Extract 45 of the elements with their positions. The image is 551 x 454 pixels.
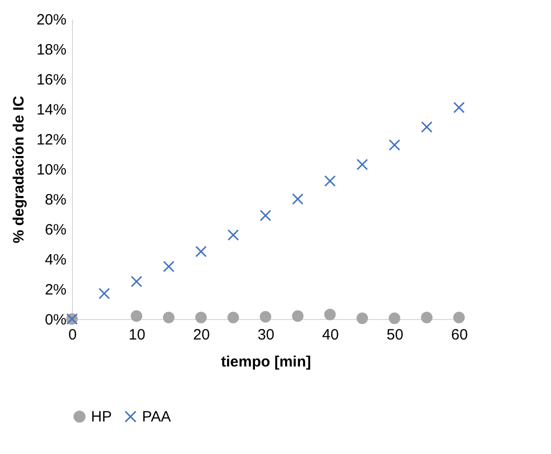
point	[130, 276, 142, 288]
y-tick-label: 8%	[44, 192, 66, 208]
x-tick-label: 50	[386, 326, 404, 344]
point	[228, 312, 239, 324]
legend-label: PAA	[142, 408, 171, 426]
point	[163, 312, 174, 324]
point	[453, 102, 465, 114]
point	[421, 121, 432, 133]
point	[195, 246, 207, 258]
x-tick-label: 20	[193, 326, 210, 344]
point	[453, 312, 465, 324]
point	[163, 260, 174, 272]
point	[98, 288, 110, 300]
x-axis-title: tiempo [min]	[221, 354, 311, 370]
y-tick-label: 6%	[44, 222, 66, 238]
point	[260, 311, 272, 322]
y-tick-label: 4%	[44, 252, 66, 268]
point	[324, 308, 336, 320]
y-axis-title: % degradación de IC	[10, 96, 28, 244]
point	[356, 158, 368, 170]
point	[260, 210, 272, 222]
legend-label: HP	[91, 408, 112, 426]
point	[388, 312, 400, 324]
x-tick-label: 60	[451, 326, 468, 344]
y-tick-label: 10%	[36, 162, 66, 178]
point	[388, 139, 400, 151]
point	[421, 312, 432, 324]
point	[356, 312, 368, 324]
point	[292, 193, 304, 205]
y-tick-label: 20%	[36, 12, 66, 28]
point	[324, 175, 336, 187]
y-tick-label: 2%	[44, 282, 66, 298]
y-tick-label: 18%	[36, 42, 66, 58]
x-tick-label: 30	[258, 326, 274, 344]
point	[130, 310, 142, 322]
y-tick-label: 12%	[36, 132, 66, 148]
point	[195, 312, 207, 324]
point	[228, 229, 239, 241]
x-tick-label: 0	[68, 326, 77, 344]
y-tick-label: 14%	[36, 102, 66, 118]
y-tick-label: 16%	[36, 72, 66, 88]
y-tick-label: 0%	[44, 312, 66, 328]
point	[292, 310, 304, 322]
x-tick-label: 10	[128, 326, 146, 344]
x-tick-label: 40	[322, 326, 339, 344]
